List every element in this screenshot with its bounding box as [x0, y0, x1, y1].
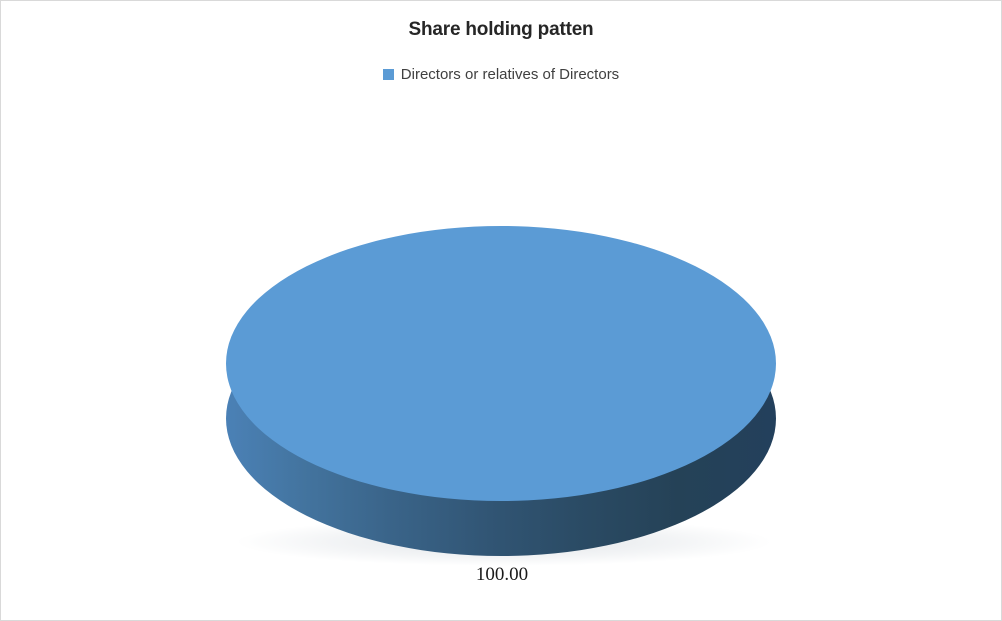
legend-item-label: Directors or relatives of Directors [400, 66, 620, 83]
pie-data-label: 100.00 [475, 564, 529, 585]
pie-slice-directors-or-relatives-of-directors[interactable] [226, 226, 776, 501]
chart-legend: Directors or relatives of Directors [1, 67, 1001, 82]
chart-title: Share holding patten [408, 19, 594, 40]
legend-item-directors-or-relatives-of-directors[interactable]: Directors or relatives of Directors [382, 66, 620, 83]
pie-chart-graphic [226, 226, 776, 566]
pie-chart-plot-area [226, 226, 776, 566]
legend-square-marker-icon [382, 69, 394, 80]
